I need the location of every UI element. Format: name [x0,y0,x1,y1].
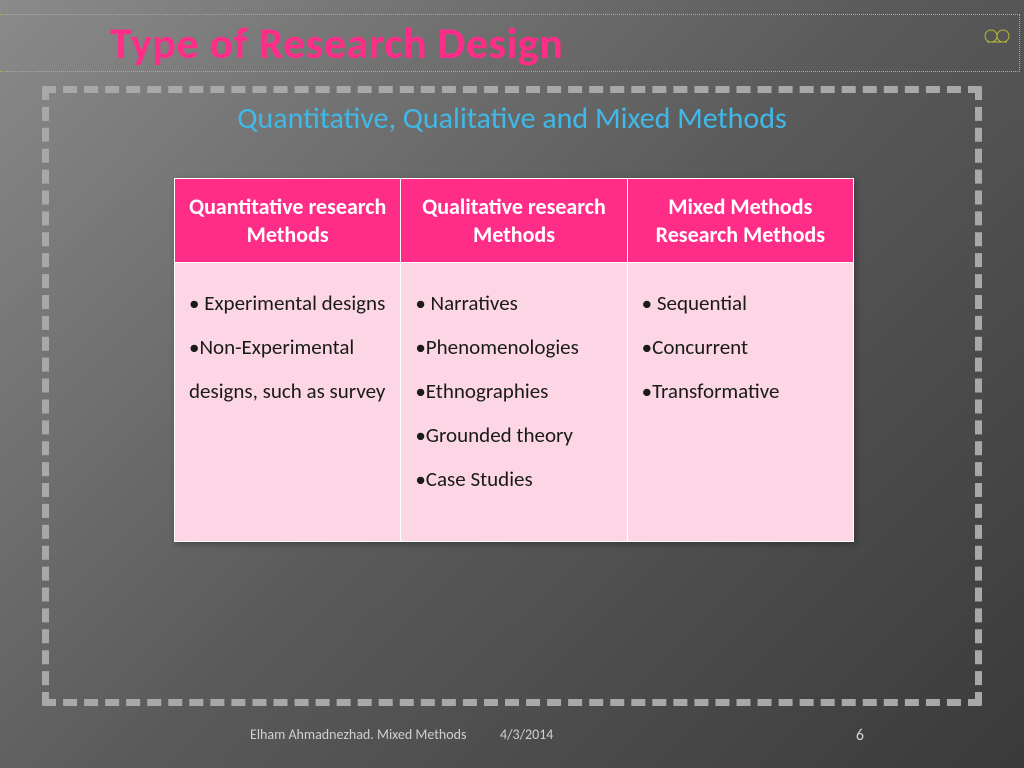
footer-date: 4/3/2014 [500,726,553,743]
table-header-row: Quantitative research Methods Qualitativ… [175,179,854,263]
slide-subtitle: Quantitative, Qualitative and Mixed Meth… [0,100,1024,137]
title-bar: Type of Research Design [0,14,1020,72]
footer-author: Elham Ahmadnezhad. Mixed Methods [250,726,466,743]
cell-qualitative: • Narratives•Phenomenologies•Ethnographi… [401,263,627,542]
scroll-ornament-icon [981,21,1011,51]
table-row: • Experimental designs•Non-Experimental … [175,263,854,542]
slide-title: Type of Research Design [110,16,563,70]
footer-page: 6 [856,726,864,745]
cell-quantitative: • Experimental designs•Non-Experimental … [175,263,401,542]
methods-table: Quantitative research Methods Qualitativ… [174,178,854,542]
col-header-mixed: Mixed Methods Research Methods [627,179,853,263]
col-header-quantitative: Quantitative research Methods [175,179,401,263]
cell-mixed: • Sequential•Concurrent•Transformative [627,263,853,542]
col-header-qualitative: Qualitative research Methods [401,179,627,263]
slide-footer: Elham Ahmadnezhad. Mixed Methods 4/3/201… [0,726,1024,750]
